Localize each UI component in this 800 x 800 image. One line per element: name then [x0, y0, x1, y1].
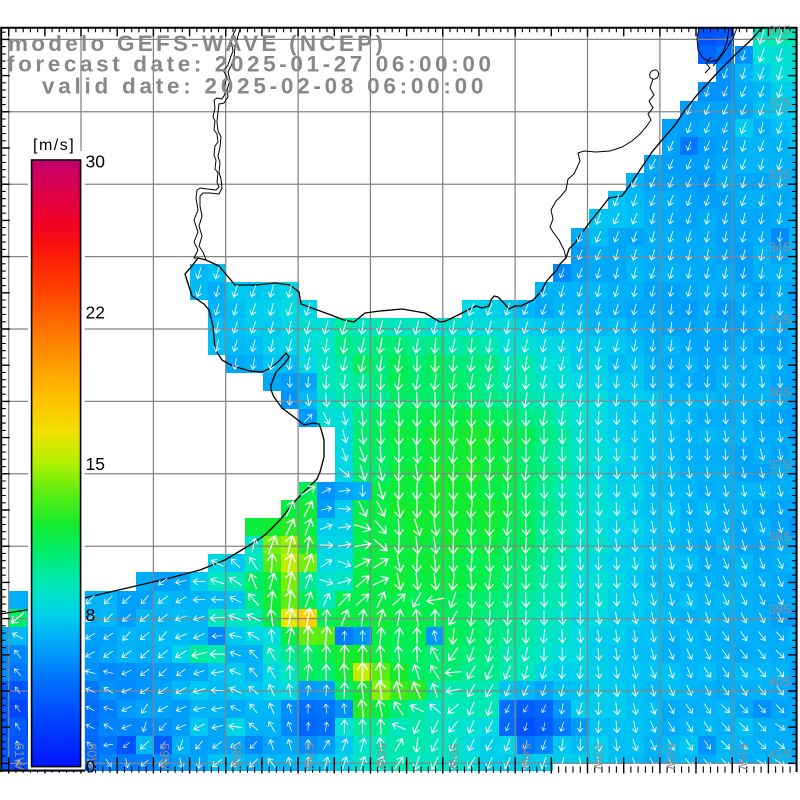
svg-text:34S: 34S [768, 240, 791, 255]
svg-text:51W: 51W [736, 743, 751, 770]
svg-text:52W: 52W [663, 743, 678, 770]
svg-text:36S: 36S [768, 384, 791, 399]
svg-text:modelo GEFS-WAVE (NCEP): modelo GEFS-WAVE (NCEP) [8, 31, 386, 56]
svg-text:[m/s]: [m/s] [33, 137, 75, 154]
svg-text:8: 8 [86, 605, 96, 625]
svg-text:35S: 35S [768, 312, 791, 327]
svg-text:55W: 55W [446, 743, 461, 770]
svg-text:forecast date: 2025-01-27 06:0: forecast date: 2025-01-27 06:00:00 [7, 52, 495, 77]
svg-text:15: 15 [86, 454, 105, 474]
svg-text:31S: 31S [768, 22, 791, 37]
svg-text:41S: 41S [768, 746, 791, 761]
svg-text:0: 0 [86, 757, 96, 777]
svg-text:32S: 32S [768, 95, 791, 110]
svg-text:39S: 39S [768, 602, 791, 617]
svg-text:38S: 38S [768, 529, 791, 544]
svg-text:60W: 60W [85, 743, 100, 770]
svg-text:57W: 57W [302, 743, 317, 770]
svg-text:33S: 33S [768, 167, 791, 182]
svg-text:valid date: 2025-02-08 06:00:0: valid date: 2025-02-08 06:00:00 [42, 74, 487, 99]
svg-text:54W: 54W [519, 743, 534, 770]
svg-text:40S: 40S [768, 674, 791, 689]
svg-text:53W: 53W [591, 743, 606, 770]
svg-text:56W: 56W [374, 743, 389, 770]
svg-text:61W: 61W [12, 743, 27, 770]
svg-text:22: 22 [86, 303, 105, 323]
svg-text:30: 30 [86, 151, 106, 171]
svg-text:37S: 37S [768, 457, 791, 472]
svg-text:59W: 59W [157, 743, 172, 770]
svg-text:58W: 58W [229, 743, 244, 770]
